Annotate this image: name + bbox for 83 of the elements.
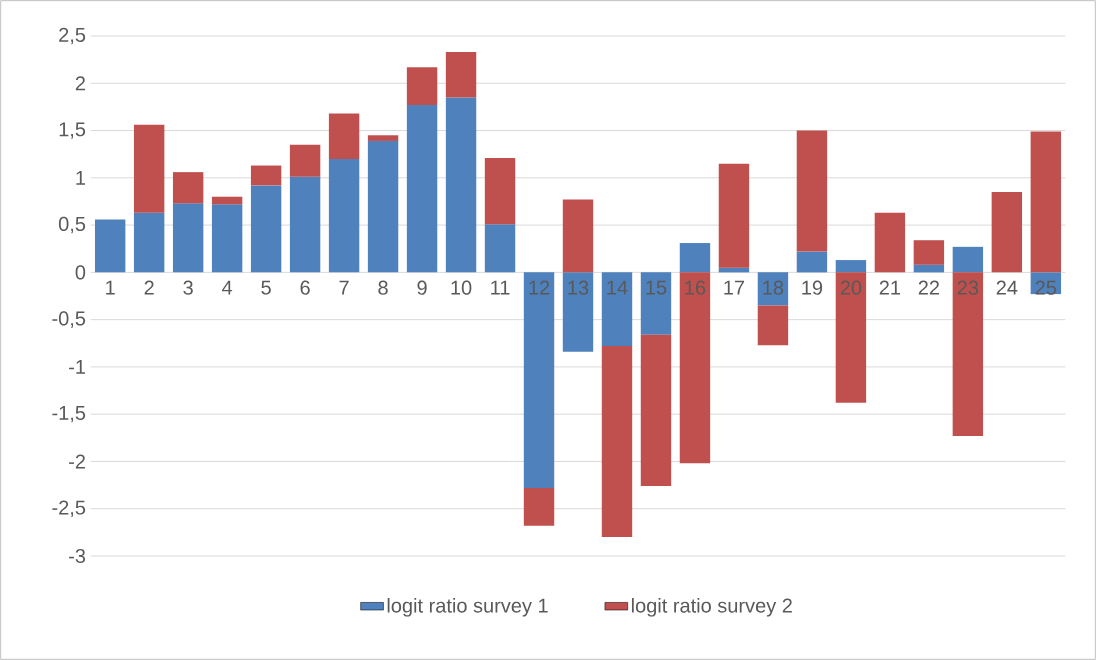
bar [679,243,711,273]
bar [445,52,477,98]
bar [484,157,516,225]
x-tick-label: 10 [451,280,472,295]
bar [328,158,360,273]
bar [757,305,789,346]
x-tick-label: 3 [183,280,193,295]
bar [406,105,438,273]
x-tick-label: 5 [261,280,271,295]
bar [133,124,165,213]
x-tick-label: 1 [106,280,115,295]
x-tick-label: 22 [918,280,939,295]
bar [289,144,321,177]
bar [172,203,204,273]
legend-label: logit ratio survey 2 [631,597,792,617]
x-tick-label: 13 [568,280,589,295]
x-tick-label: 4 [222,280,233,295]
x-tick-label: 14 [607,280,628,295]
bar [250,165,282,186]
bar [679,272,711,464]
bar [874,212,906,273]
x-tick-label: 23 [957,280,979,295]
bar [328,113,360,159]
bar [952,272,984,436]
bar [601,346,633,538]
bar [133,212,165,273]
bar [406,67,438,106]
x-tick-label: 24 [996,280,1018,295]
bar [835,272,867,403]
x-tick-label: 18 [763,280,784,295]
y-tick-label: 1,5 [59,122,86,139]
bar [601,272,633,347]
bar [289,176,321,273]
bar [445,97,477,273]
x-tick-label: 7 [339,280,349,295]
bar [640,272,672,335]
bar [94,219,126,273]
y-tick-label: 0 [75,265,86,280]
bar [484,224,516,273]
x-tick-label: 19 [802,280,823,295]
bar [835,260,867,273]
x-tick-label: 15 [646,280,667,295]
x-tick-label: 11 [491,280,510,295]
x-tick-label: 9 [417,280,427,295]
legend-label: logit ratio survey 1 [387,597,548,617]
bar [1030,131,1062,273]
y-tick-label: -0,5 [52,311,86,328]
x-tick-label: 17 [724,280,745,295]
y-tick-label: 2,5 [59,27,86,45]
bar [640,334,672,487]
x-tick-label: 8 [378,280,388,295]
bar [523,487,555,526]
bar [250,185,282,273]
y-tick-label: -2 [69,454,85,469]
y-tick-label: -2,5 [52,500,86,517]
x-tick-label: 21 [879,280,901,295]
x-tick-label: 2 [144,280,154,295]
bar [211,196,243,205]
x-tick-label: 6 [300,280,310,295]
x-tick-label: 25 [1035,280,1057,295]
bar [211,204,243,273]
bar [796,130,828,252]
y-tick-label: 0,5 [58,216,86,234]
x-tick-label: 20 [840,280,862,295]
y-tick-label: 2 [75,76,85,91]
bar [991,192,1023,273]
bar [796,251,828,273]
y-tick-label: -1 [69,360,85,374]
bar [913,264,945,273]
bar [952,246,984,273]
bar [913,240,945,265]
bar [523,272,555,488]
x-tick-label: 12 [529,280,550,295]
y-tick-label: 1 [76,170,85,185]
y-tick-label: -1,5 [52,406,86,423]
y-tick-label: -3 [69,548,86,564]
bar [367,140,399,273]
bar [367,135,399,141]
x-tick-label: 16 [685,280,706,295]
bar [718,163,750,268]
bar [562,272,594,352]
bar [562,199,594,273]
bar [172,172,204,204]
